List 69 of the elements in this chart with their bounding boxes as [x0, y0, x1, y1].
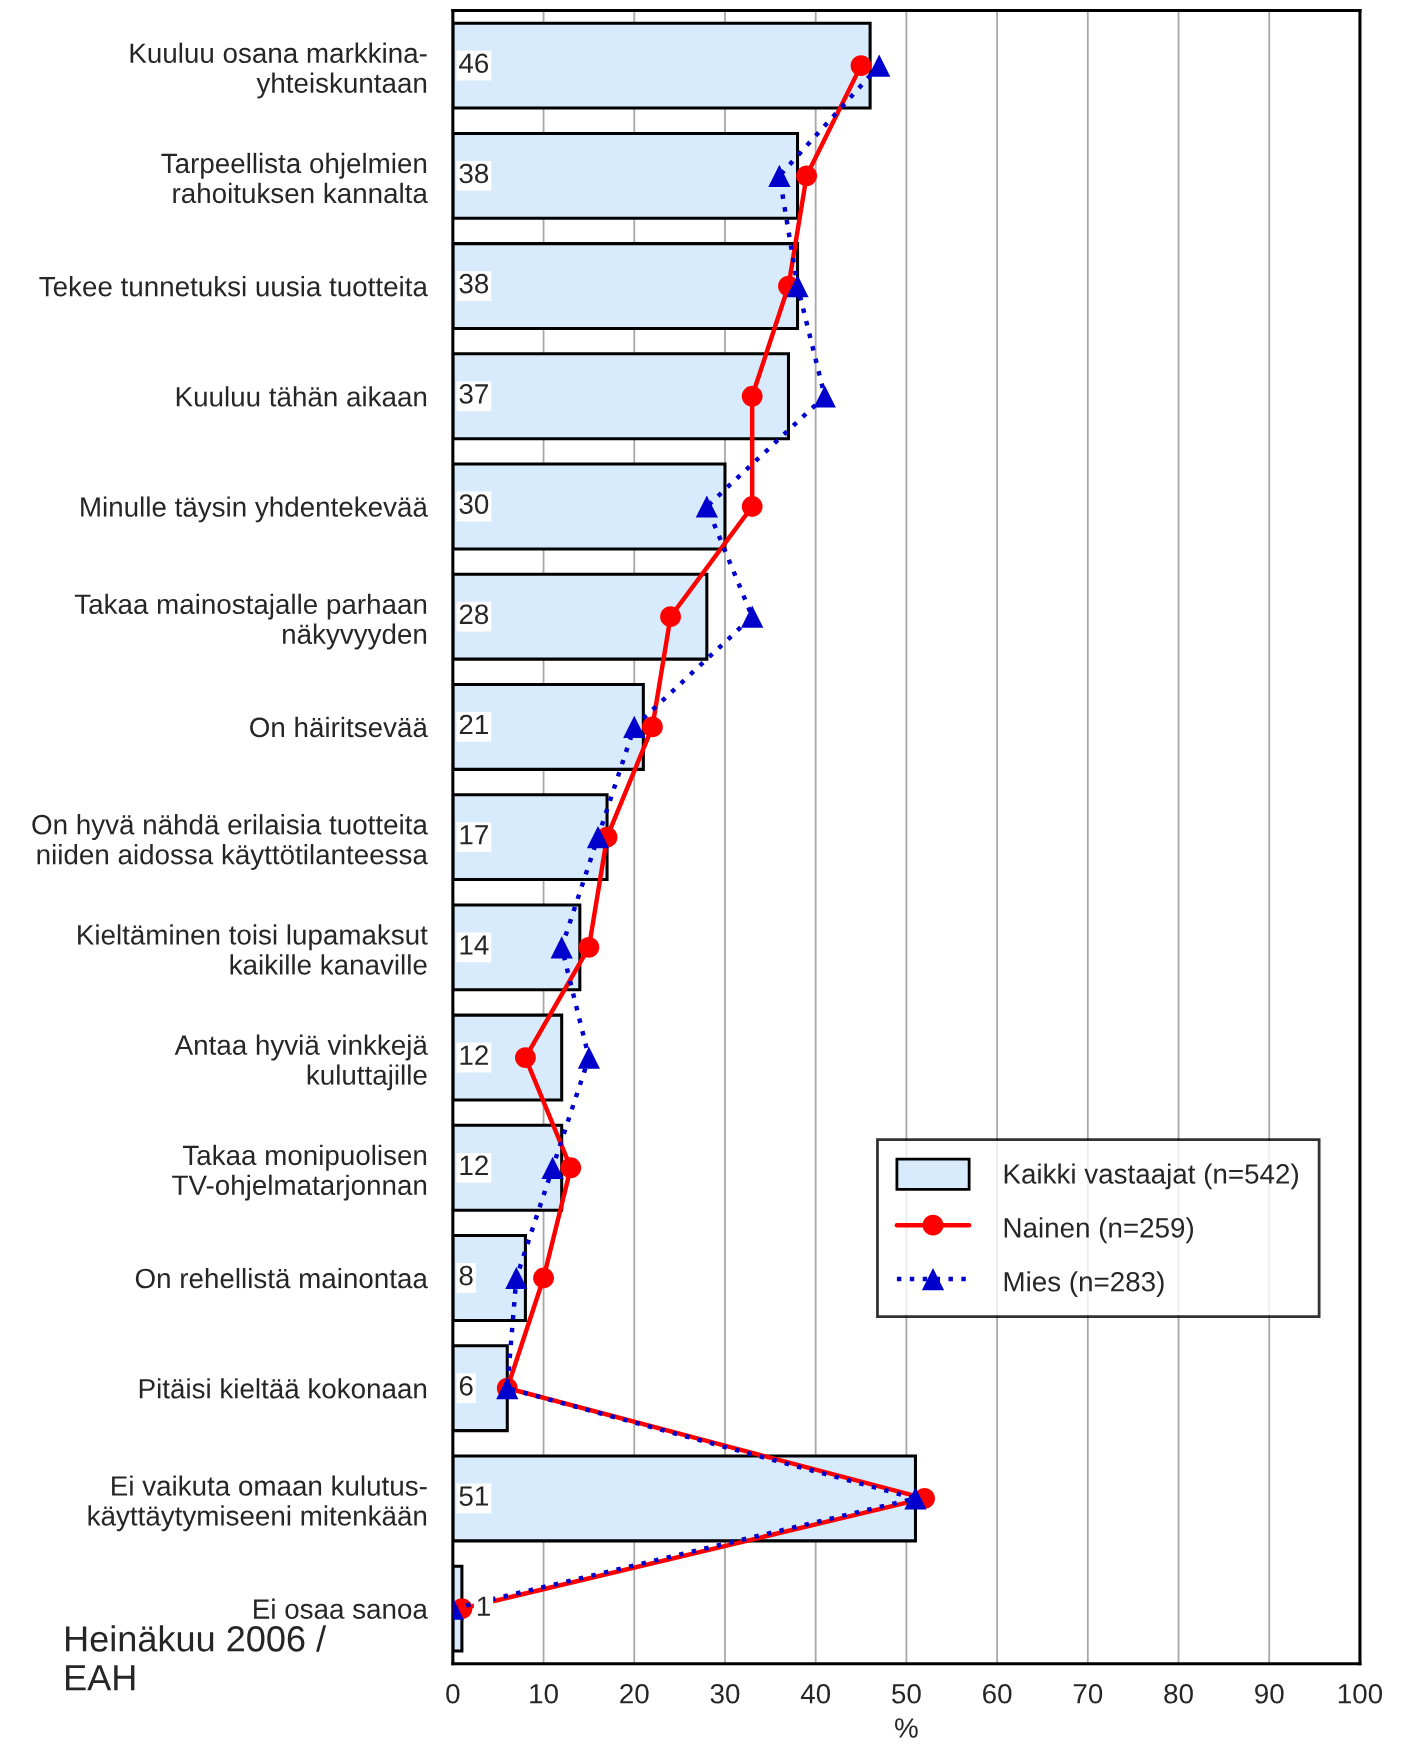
point: [560, 1157, 582, 1179]
x-tick-label: 70: [1073, 1683, 1103, 1704]
point: [796, 165, 818, 187]
y-tick-label: Takaa mainostajalle parhaan näkyvyyden: [74, 593, 427, 650]
y-tick-label: Kieltäminen toisi lupamaksut kaikille kanaville: [78, 924, 428, 975]
point: [533, 1267, 554, 1289]
point: [741, 605, 764, 628]
data-label: 1: [477, 1596, 490, 1616]
point: [741, 496, 763, 517]
y-tick-label: On hyvä nähdä erilaisia tuotteita niiden aidossa käyttötilanteessa: [32, 814, 428, 870]
point: [586, 826, 610, 849]
point: [786, 274, 809, 298]
data-label: 38: [459, 273, 489, 294]
y-tick-label: Ei osaa sanoa: [254, 1598, 428, 1619]
x-tick-label: 100: [1338, 1683, 1383, 1704]
x-tick-label: 20: [620, 1683, 649, 1704]
point: [695, 495, 718, 518]
point: [505, 1266, 528, 1290]
point: [641, 716, 663, 738]
point: [577, 1046, 601, 1069]
point: [515, 1047, 536, 1068]
y-tick-label: Ei vaikuta omaan kulutus- käyttäytymiseeni mitenkään: [88, 1475, 427, 1532]
y-tick-label: Takaa monipuolisen TV-ohjelmatarjonnan: [172, 1144, 427, 1201]
text: Heinäkuu 2006 / EAH: [66, 1625, 327, 1691]
point: [660, 606, 681, 628]
point: [868, 54, 891, 77]
point: [813, 385, 836, 408]
data-label: 51: [459, 1486, 488, 1506]
x-tick-label: 80: [1164, 1683, 1193, 1704]
point: [550, 936, 573, 959]
y-tick-label: Minulle täysin yhdentekevää: [81, 496, 428, 523]
x-tick-label: 10: [530, 1683, 558, 1704]
y-tick-label: On häiritsevää: [250, 716, 428, 738]
point: [578, 936, 600, 958]
y-tick-label: On rehellistä mainontaa: [135, 1267, 428, 1289]
data-label: 28: [459, 604, 489, 625]
y-tick-label: Antaa hyviä vinkkejä kuluttajille: [174, 1034, 428, 1091]
legend-label: Kaikki vastaajat (n=542): [1004, 1163, 1298, 1190]
point: [768, 164, 791, 187]
data-label: 14: [460, 935, 489, 955]
y-tick-label: Pitäisi kieltää kokonaan: [139, 1378, 427, 1399]
point: [904, 1487, 927, 1510]
data-label: 21: [459, 714, 488, 735]
data-label: 12: [460, 1155, 488, 1175]
x-axis-title: %: [895, 1718, 918, 1738]
data-label: 17: [460, 825, 488, 845]
y-tick-label: Tekee tunnetuksi uusia tuotteita: [39, 276, 428, 297]
data-label: 12: [460, 1045, 488, 1065]
x-tick-label: 0: [446, 1683, 460, 1704]
data-label: 38: [459, 163, 489, 184]
data-label: 8: [459, 1265, 473, 1286]
y-tick-label: Tarpeellista ohjelmien rahoituksen kannalta: [161, 152, 428, 204]
x-tick-label: 40: [800, 1683, 831, 1704]
y-tick-label: Kuuluu tähän aikaan: [176, 386, 427, 407]
point: [850, 55, 872, 77]
x-tick-label: 60: [983, 1683, 1012, 1704]
y-tick-label: Kuuluu osana markkina- yhteiskuntaan: [130, 42, 427, 99]
data-label: 30: [459, 494, 489, 514]
data-label: 6: [459, 1375, 473, 1396]
data-label: 46: [459, 53, 489, 74]
x-tick-label: 90: [1255, 1683, 1284, 1704]
legend-label: Mies (n=283): [1004, 1271, 1164, 1298]
data-label: 37: [459, 384, 488, 404]
point: [741, 385, 763, 407]
point: [541, 1156, 564, 1179]
point: [623, 715, 646, 739]
x-tick-label: 50: [892, 1683, 921, 1704]
legend-label: Nainen (n=259): [1004, 1217, 1193, 1244]
x-tick-label: 30: [710, 1683, 740, 1704]
